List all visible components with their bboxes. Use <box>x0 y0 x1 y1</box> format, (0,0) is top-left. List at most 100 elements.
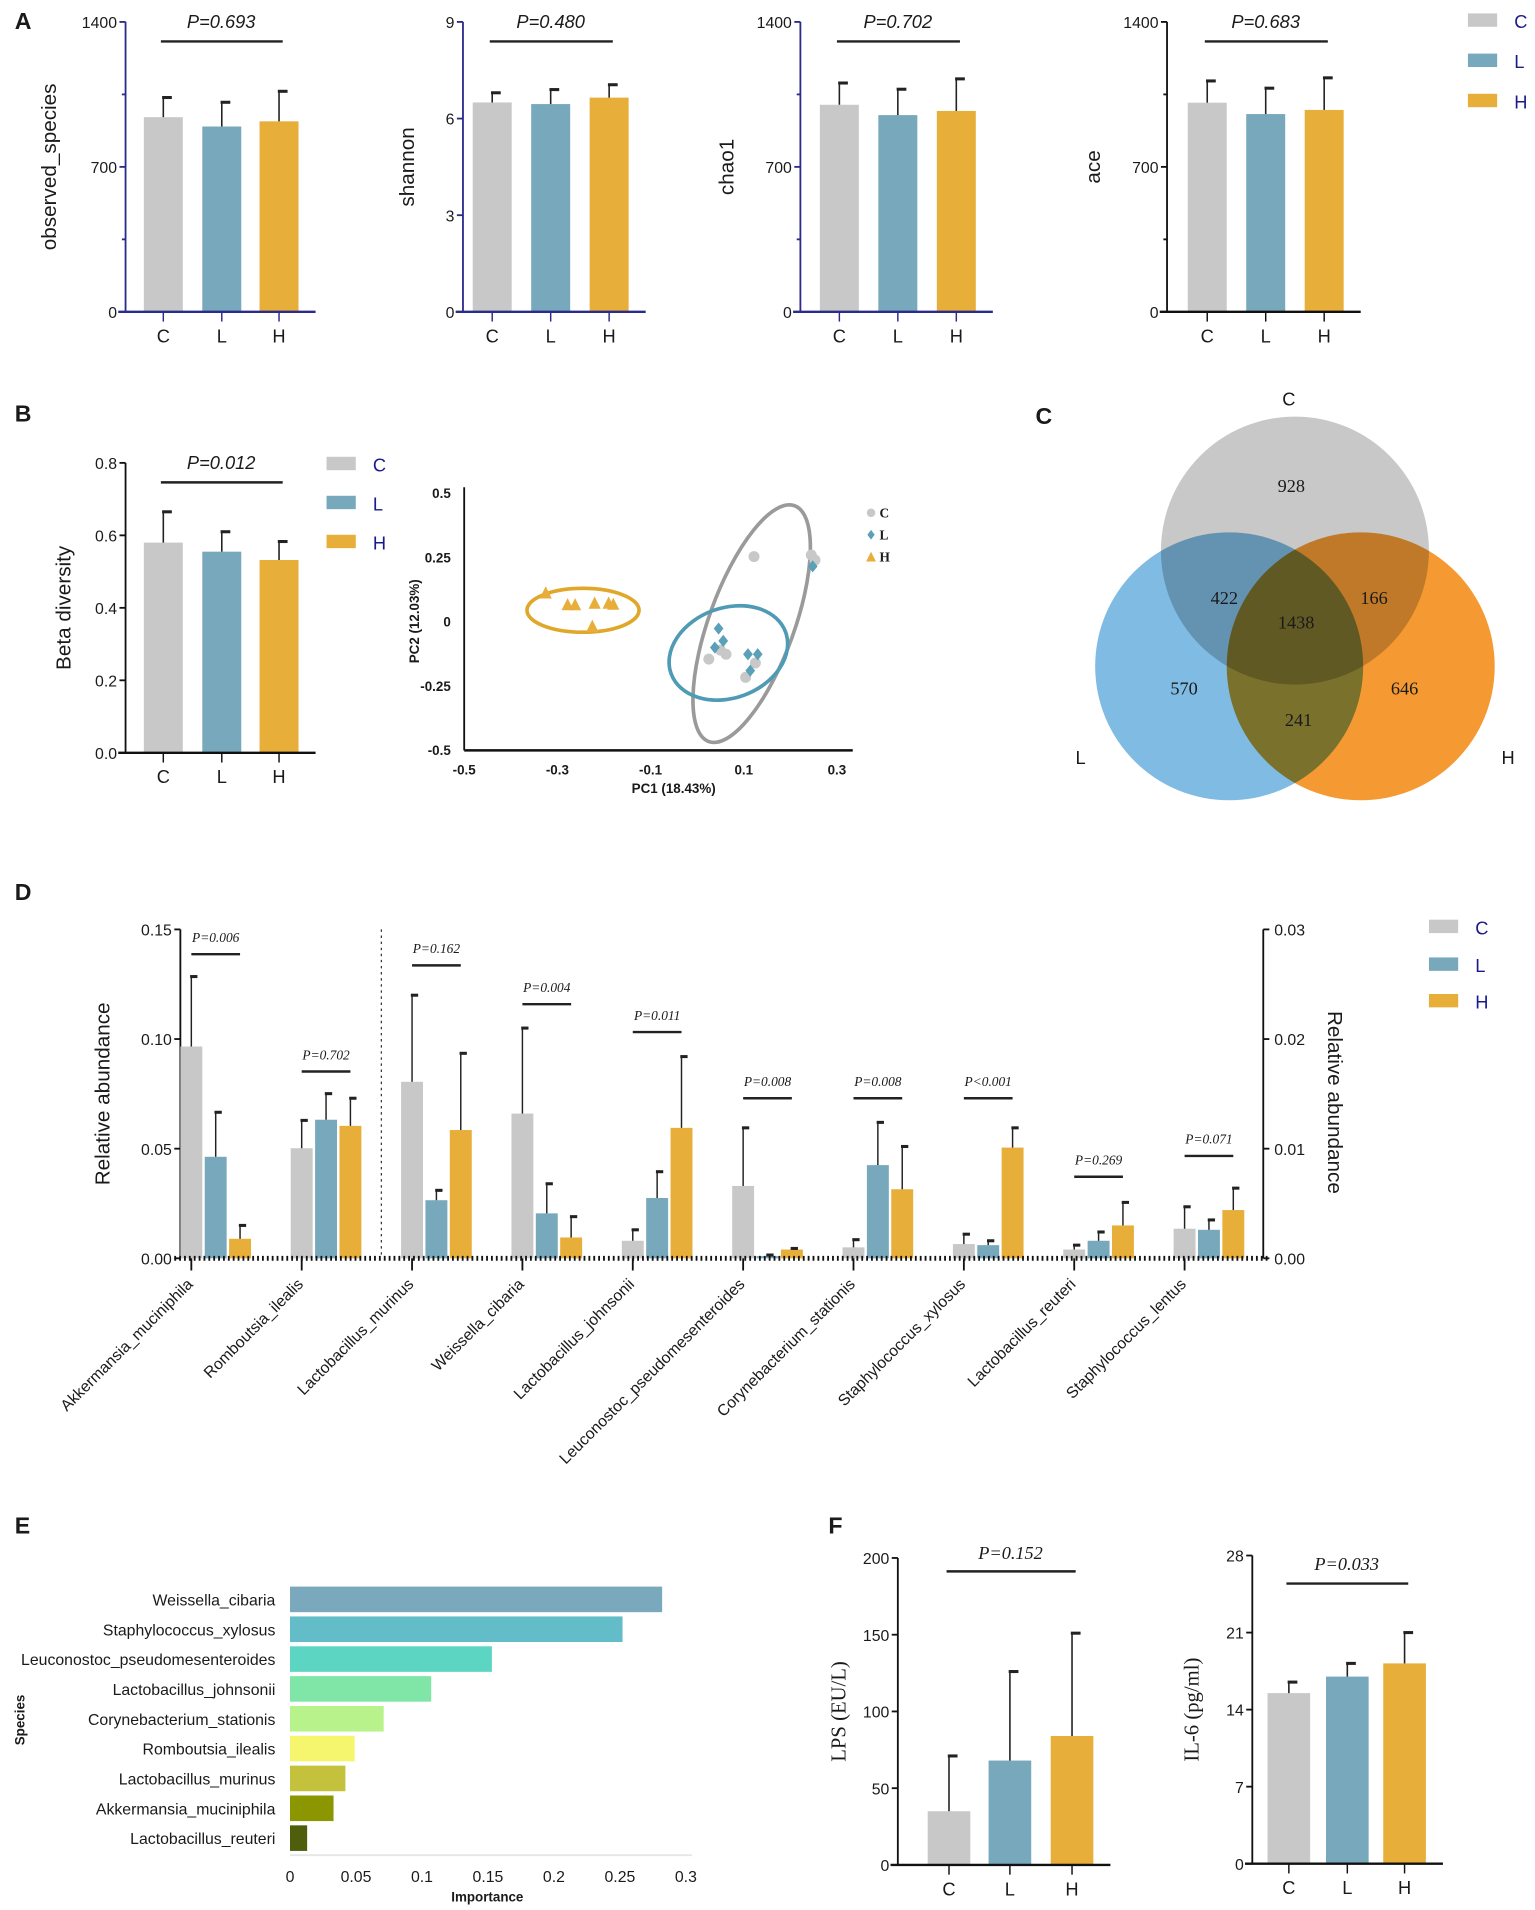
bar-H <box>1050 1736 1094 1865</box>
y-axis-label: Beta diversity <box>53 545 76 670</box>
x-tick-label: L <box>1342 1877 1352 1898</box>
x-tick-label: 0.1 <box>411 1869 433 1886</box>
y-tick-label: 0.0 <box>95 746 117 763</box>
bar-C <box>1063 1249 1086 1259</box>
y-tick-label: 7 <box>1235 1780 1244 1797</box>
bar-L <box>756 1256 779 1259</box>
species-label: Lactobacillus_murinus <box>119 1772 276 1789</box>
x-tick-label: C <box>942 1878 955 1899</box>
bar-L <box>531 104 571 312</box>
point-L <box>713 622 724 635</box>
bar-H <box>259 121 299 312</box>
x-tick-label: L <box>217 766 227 787</box>
venn-set-label-L: L <box>1075 747 1085 768</box>
legend-label-C: C <box>373 454 386 475</box>
y-tick-label: 0.4 <box>95 601 117 618</box>
y-tick-label: 700 <box>1132 160 1159 177</box>
bar-C <box>472 102 512 312</box>
panel-label: A <box>15 8 32 34</box>
bar-L <box>535 1213 558 1259</box>
p-value-label: P=0.693 <box>187 11 256 32</box>
x-axis-label: Importance <box>451 1889 523 1904</box>
point-L <box>743 648 753 661</box>
point-L <box>718 634 729 647</box>
y-axis-label: Species <box>12 1695 27 1746</box>
x-tick-label: C <box>157 325 170 346</box>
x-tick-label: H <box>1318 325 1331 346</box>
left-y-tick-label: 0.00 <box>141 1251 172 1268</box>
y-tick-label: 0 <box>1150 305 1159 322</box>
bar-H <box>1111 1225 1134 1259</box>
y-axis-label: LPS (EU/L) <box>828 1661 850 1762</box>
point-L <box>745 664 756 677</box>
y-tick-label: 1400 <box>82 15 117 32</box>
bar-C <box>1267 1693 1311 1864</box>
importance-bar <box>290 1735 355 1762</box>
importance-bar <box>290 1616 623 1643</box>
legend-swatch-C <box>1467 13 1498 27</box>
bar-H <box>560 1237 583 1259</box>
y-tick-label: 1400 <box>1123 15 1158 32</box>
x-tick-label: 0.25 <box>604 1869 635 1886</box>
bar-C <box>143 542 183 753</box>
importance-bar <box>290 1676 432 1702</box>
y-tick-label: 50 <box>872 1781 890 1798</box>
x-tick-label: H <box>272 766 285 787</box>
x-tick-label: -0.1 <box>639 763 663 778</box>
legend-swatch-C <box>1428 919 1459 934</box>
left-y-tick-label: 0.10 <box>141 1032 172 1049</box>
bar-C <box>927 1811 971 1865</box>
point-C <box>740 671 752 683</box>
bar-C <box>143 117 183 312</box>
point-H <box>568 598 582 611</box>
legend-label-C: C <box>1475 917 1488 938</box>
legend-swatch-L <box>1428 957 1459 971</box>
y-axis-label: PC2 (12.03%) <box>407 579 422 663</box>
species-label: Akkermansia_muciniphila <box>96 1801 276 1818</box>
p-value-label: P=0.004 <box>522 980 571 995</box>
y-tick-label: -0.5 <box>428 743 452 758</box>
y-tick-label: 700 <box>91 160 118 177</box>
panel-label: B <box>15 400 32 426</box>
species-label: Staphylococcus_xylosus <box>103 1622 276 1639</box>
y-tick-label: 0.25 <box>425 550 452 565</box>
legend-label-H: H <box>373 532 386 553</box>
x-tick-label: -0.5 <box>453 763 477 778</box>
x-tick-label: H <box>1398 1877 1411 1898</box>
bar-L <box>202 126 242 312</box>
bar-C <box>1173 1228 1196 1259</box>
species-label: Weissella_cibaria <box>153 1592 276 1609</box>
bar-C <box>732 1185 755 1259</box>
left-y-tick-label: 0.05 <box>141 1142 172 1159</box>
x-tick-label: C <box>833 325 846 346</box>
y-tick-label: 0.6 <box>95 528 117 545</box>
y-tick-label: 0 <box>1235 1857 1244 1874</box>
panel-label: D <box>15 879 32 905</box>
bar-H <box>1222 1210 1245 1259</box>
p-value-label: P=0.152 <box>977 1543 1043 1563</box>
bar-H <box>1304 109 1344 312</box>
species-label: Leuconostoc_pseudomesenteroides <box>557 1276 749 1468</box>
bar-L <box>878 115 918 312</box>
x-tick-label: L <box>893 325 903 346</box>
bar-H <box>229 1238 252 1259</box>
bar-L <box>1326 1676 1369 1864</box>
bar-L <box>866 1165 889 1259</box>
bar-C <box>842 1247 865 1259</box>
species-label: Lactobacillus_johnsonii <box>511 1276 638 1403</box>
legend-swatch-H <box>326 534 356 549</box>
panel-label: F <box>828 1513 842 1539</box>
right-y-tick-label: 0.02 <box>1274 1032 1305 1049</box>
y-tick-label: 0 <box>880 1858 889 1875</box>
bar-H <box>589 97 629 312</box>
venn-count-c-only: 928 <box>1278 476 1305 496</box>
y-tick-label: 0.5 <box>432 486 451 501</box>
species-label: Weissella_cibaria <box>429 1276 528 1375</box>
bar-H <box>670 1127 693 1259</box>
bar-L <box>1087 1240 1110 1259</box>
x-tick-label: H <box>603 325 616 346</box>
venn-count-l-h: 241 <box>1285 710 1312 730</box>
p-value-label: P=0.683 <box>1231 11 1300 32</box>
importance-bar <box>290 1765 346 1792</box>
point-H <box>586 619 599 632</box>
